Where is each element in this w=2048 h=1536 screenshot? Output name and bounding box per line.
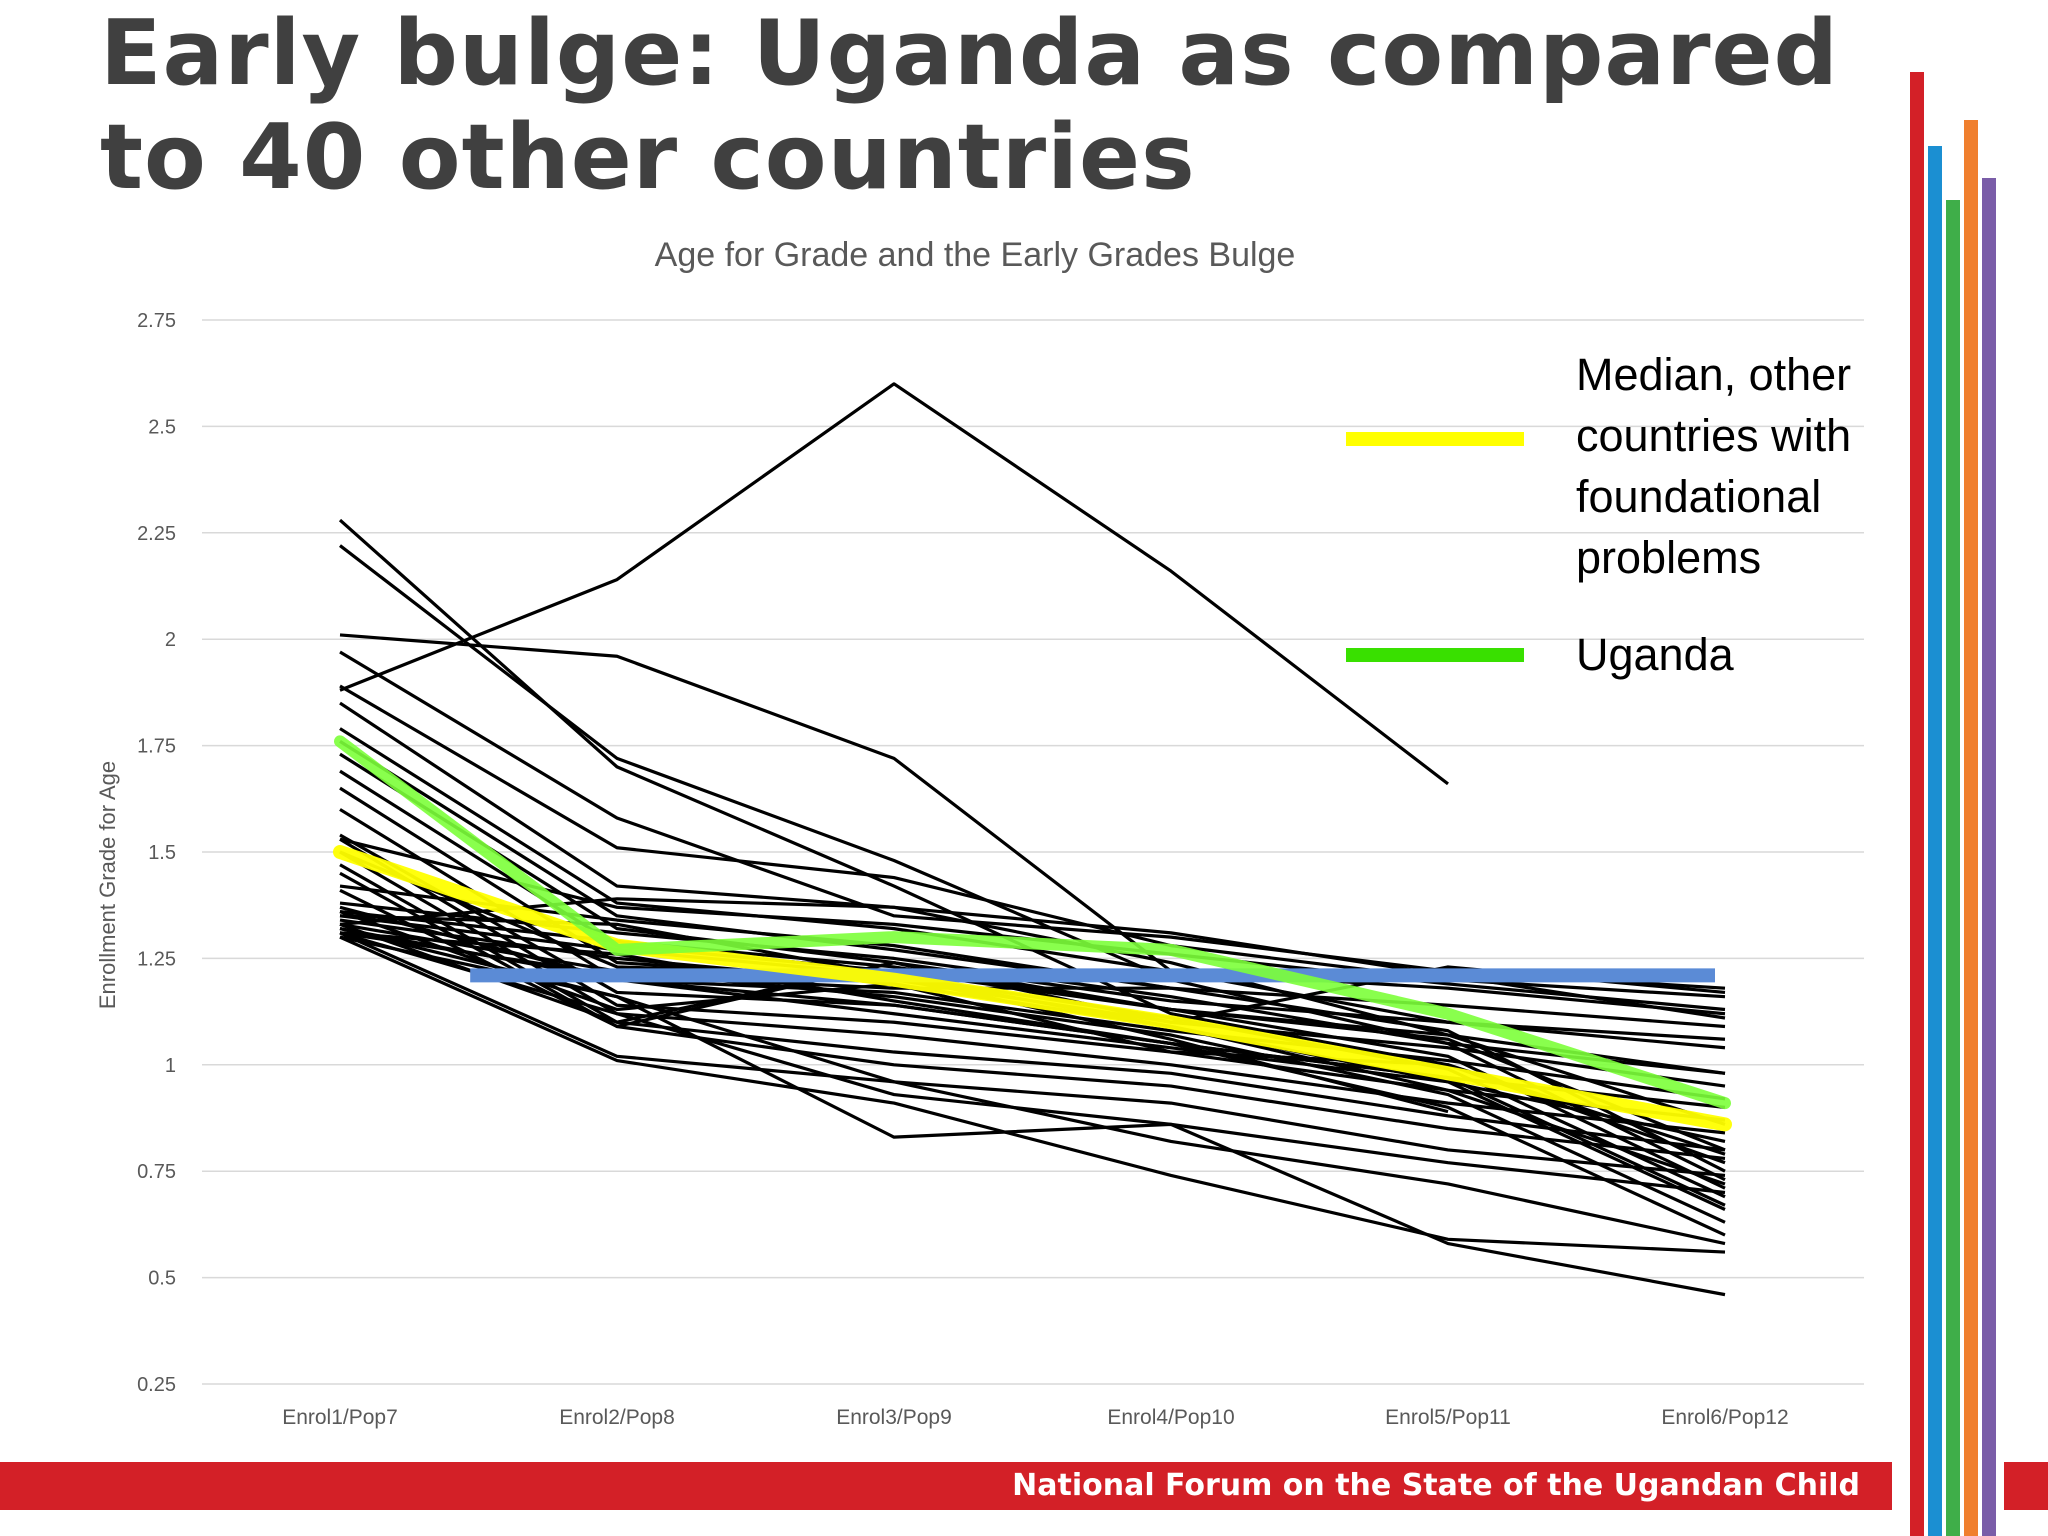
series-line-country — [339, 931, 1726, 1195]
x-tick-label: Enrol2/Pop8 — [559, 1406, 675, 1429]
legend-uganda-label: Uganda — [1576, 629, 1734, 680]
x-tick-label: Enrol1/Pop7 — [282, 1406, 398, 1429]
x-tick-label: Enrol6/Pop12 — [1661, 1406, 1788, 1429]
y-axis-ticks: 0.25 0.5 0.75 1 1.25 1.5 1.75 2 2.25 2.5 2.75 — [137, 310, 176, 1396]
x-tick-label: Enrol5/Pop11 — [1385, 1406, 1511, 1429]
series-line-country — [339, 863, 1726, 1152]
legend-median-swatch — [1346, 432, 1524, 446]
series-line-country — [339, 931, 1726, 1207]
series-line-country — [339, 922, 1726, 1224]
x-axis-ticks: Enrol1/Pop7 Enrol2/Pop8 Enrol3/Pop9 Enrol4/… — [282, 1406, 1788, 1429]
x-tick-label: Enrol4/Pop10 — [1107, 1406, 1234, 1429]
footer-text: National Forum on the State of the Ugand… — [1012, 1468, 1860, 1503]
series-line-country — [339, 382, 1449, 786]
x-tick-label: Enrol3/Pop9 — [836, 1406, 952, 1429]
legend-uganda-swatch — [1346, 648, 1524, 662]
y-tick-label: 1.75 — [137, 736, 176, 758]
series-line-country — [339, 701, 1726, 1020]
y-axis-label: Enrollment Grade for Age — [95, 760, 120, 1010]
series-line-country — [339, 897, 1726, 1126]
chart-title: Age for Grade and the Early Grades Bulge — [654, 236, 1296, 274]
series-line-country — [338, 518, 1726, 1156]
y-tick-label: 1.5 — [148, 842, 176, 864]
series-line-median — [333, 845, 1732, 1132]
highlight-series — [333, 735, 1732, 1132]
y-tick-label: 2.25 — [137, 523, 176, 545]
decorative-bar-purple — [1982, 178, 1996, 1536]
y-tick-label: 2.75 — [137, 310, 176, 332]
country-series — [338, 382, 1726, 1297]
series-line-country — [339, 935, 1726, 1254]
legend-median-label: Median, other countries with foundationa… — [1576, 349, 1852, 583]
y-tick-label: 2.5 — [148, 416, 176, 438]
series-line-country — [339, 931, 1726, 1246]
decorative-bar-orange — [1964, 120, 1978, 1536]
y-tick-label: 1 — [165, 1055, 176, 1077]
series-line-country — [339, 727, 1726, 1016]
series-line-country — [339, 888, 1726, 1152]
y-tick-label: 1.25 — [137, 948, 176, 970]
series-line-uganda — [334, 735, 1731, 1110]
footer-bar: National Forum on the State of the Ugand… — [0, 1462, 1892, 1510]
decorative-bar-green — [1946, 200, 1960, 1536]
footer-bar-accent — [2004, 1462, 2048, 1510]
decorative-bar-blue — [1928, 146, 1942, 1536]
decorative-bar-red — [1910, 72, 1924, 1536]
y-tick-label: 0.75 — [137, 1161, 176, 1183]
y-tick-label: 2 — [165, 629, 176, 651]
slide-title: Early bulge: Uganda as compared to 40 ot… — [100, 1, 1839, 210]
series-line-country — [339, 935, 1726, 1297]
y-tick-label: 0.25 — [137, 1374, 176, 1396]
y-tick-label: 0.5 — [148, 1268, 176, 1290]
